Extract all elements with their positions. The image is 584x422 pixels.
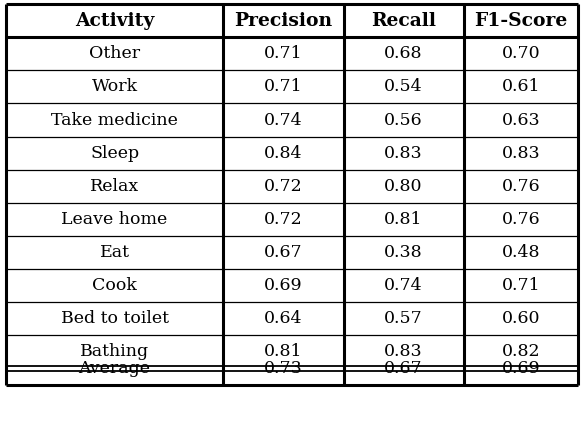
Text: Recall: Recall <box>371 12 436 30</box>
Text: 0.69: 0.69 <box>264 277 303 294</box>
Text: 0.72: 0.72 <box>264 211 303 228</box>
Text: 0.73: 0.73 <box>264 360 303 377</box>
Text: 0.81: 0.81 <box>264 343 303 360</box>
Text: 0.63: 0.63 <box>502 111 540 129</box>
Text: 0.76: 0.76 <box>502 178 540 195</box>
Text: Precision: Precision <box>234 12 332 30</box>
Text: Other: Other <box>89 45 140 62</box>
Text: 0.83: 0.83 <box>384 343 423 360</box>
Text: 0.54: 0.54 <box>384 78 423 95</box>
Text: Sleep: Sleep <box>90 145 139 162</box>
Text: 0.56: 0.56 <box>384 111 423 129</box>
Text: 0.76: 0.76 <box>502 211 540 228</box>
Text: 0.80: 0.80 <box>384 178 423 195</box>
Text: 0.74: 0.74 <box>384 277 423 294</box>
Text: 0.64: 0.64 <box>264 310 303 327</box>
Text: 0.81: 0.81 <box>384 211 423 228</box>
Text: 0.57: 0.57 <box>384 310 423 327</box>
Text: 0.38: 0.38 <box>384 244 423 261</box>
Text: 0.70: 0.70 <box>502 45 540 62</box>
Text: Cook: Cook <box>92 277 137 294</box>
Text: 0.48: 0.48 <box>502 244 540 261</box>
Text: Activity: Activity <box>75 12 154 30</box>
Text: Average: Average <box>79 360 151 377</box>
Text: 0.71: 0.71 <box>502 277 540 294</box>
Text: 0.61: 0.61 <box>502 78 540 95</box>
Text: F1-Score: F1-Score <box>474 12 568 30</box>
Text: 0.74: 0.74 <box>264 111 303 129</box>
Text: 0.82: 0.82 <box>502 343 540 360</box>
Text: Leave home: Leave home <box>61 211 168 228</box>
Text: Take medicine: Take medicine <box>51 111 178 129</box>
Text: 0.83: 0.83 <box>384 145 423 162</box>
Text: Work: Work <box>92 78 138 95</box>
Text: 0.67: 0.67 <box>264 244 303 261</box>
Text: 0.69: 0.69 <box>502 360 540 377</box>
Text: 0.68: 0.68 <box>384 45 423 62</box>
Text: Bathing: Bathing <box>80 343 149 360</box>
Text: 0.71: 0.71 <box>264 78 303 95</box>
Text: 0.71: 0.71 <box>264 45 303 62</box>
Text: 0.84: 0.84 <box>264 145 303 162</box>
Text: 0.60: 0.60 <box>502 310 540 327</box>
Text: 0.72: 0.72 <box>264 178 303 195</box>
Text: 0.83: 0.83 <box>502 145 540 162</box>
Text: Bed to toilet: Bed to toilet <box>61 310 169 327</box>
Text: 0.67: 0.67 <box>384 360 423 377</box>
Text: Eat: Eat <box>100 244 130 261</box>
Text: Relax: Relax <box>90 178 139 195</box>
